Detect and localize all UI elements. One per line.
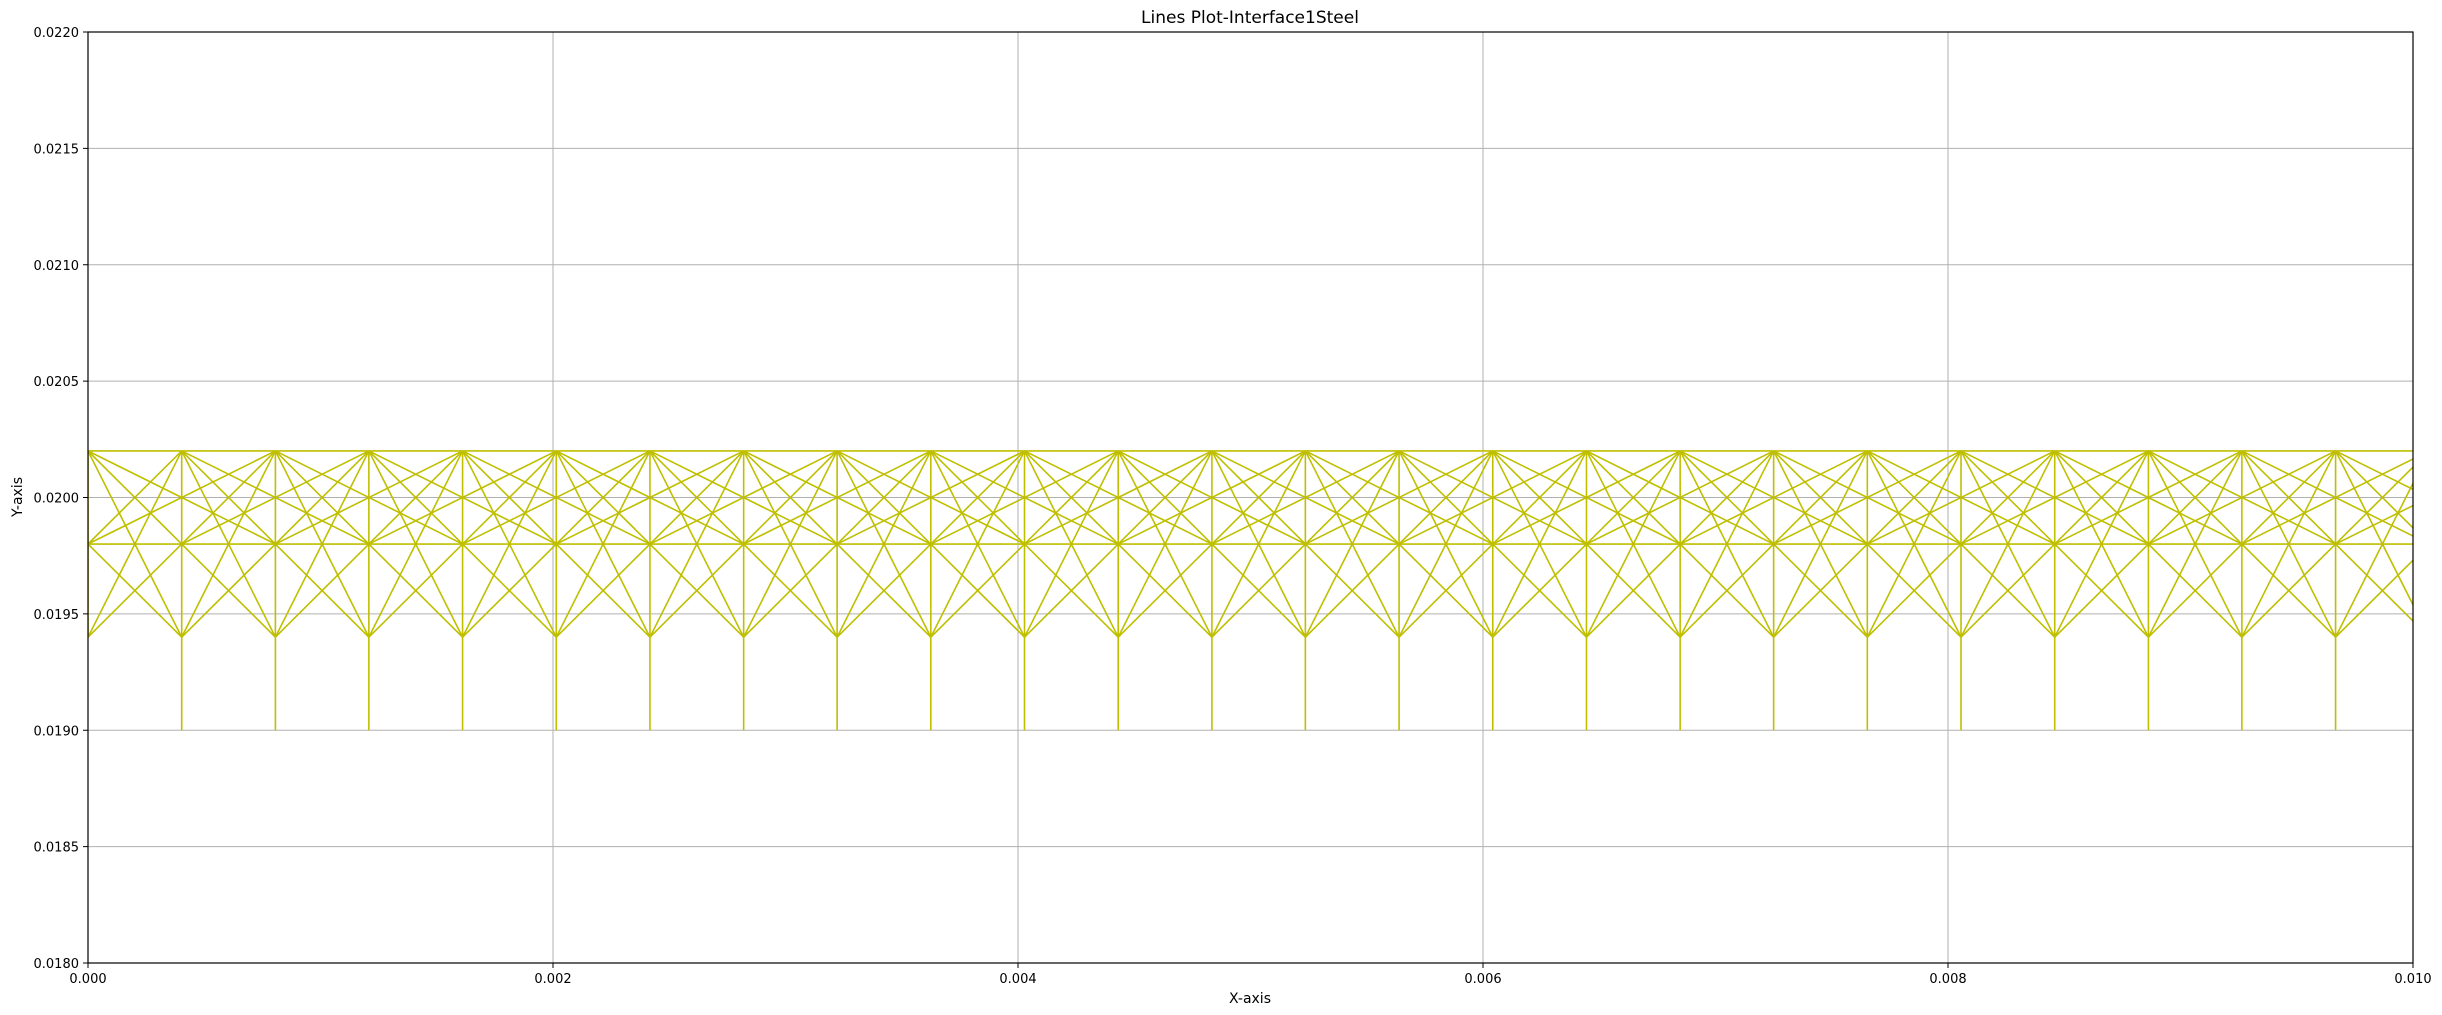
y-axis-label: Y-axis	[10, 477, 26, 518]
truss-segment	[2335, 465, 2413, 545]
y-tick-label: 0.0190	[34, 724, 80, 739]
truss-segment	[742, 450, 838, 638]
truss-segment	[1304, 450, 1400, 545]
truss-segment	[1866, 543, 1962, 638]
truss-segment	[368, 543, 464, 638]
truss-segment	[1211, 543, 1306, 638]
truss-segment	[743, 543, 838, 638]
truss-segment	[1585, 543, 1681, 638]
truss-segment	[555, 450, 651, 638]
truss-segment	[461, 450, 557, 545]
truss-segment	[1211, 450, 1307, 638]
y-tick-label: 0.0215	[34, 142, 80, 157]
truss-segment	[181, 450, 276, 545]
truss-segment	[1023, 450, 1119, 545]
truss-segment	[1492, 543, 1588, 638]
truss-segment	[2335, 559, 2413, 638]
y-tick-label: 0.0185	[34, 841, 80, 856]
truss-segment	[274, 450, 370, 545]
truss-segment	[930, 450, 1026, 545]
grid-lines	[88, 32, 2413, 963]
x-tick-label: 0.000	[69, 972, 106, 987]
truss-segment	[1866, 450, 1962, 638]
truss-segment	[649, 450, 745, 545]
truss-segment	[88, 543, 183, 638]
truss-segment	[1585, 450, 1681, 545]
truss-segment	[2054, 450, 2149, 545]
truss-segment	[2054, 543, 2149, 638]
truss-segment	[2241, 450, 2337, 638]
truss-segment	[1679, 543, 1775, 638]
truss-segment	[1960, 543, 2056, 638]
x-tick-label: 0.004	[999, 972, 1036, 987]
truss-segment	[1211, 450, 1306, 545]
truss-segment	[1023, 450, 1119, 638]
truss-segment	[1398, 543, 1494, 638]
x-tick-label: 0.010	[2394, 972, 2431, 987]
truss-segment	[88, 450, 183, 638]
truss-segment	[836, 450, 932, 545]
truss-segment	[1117, 450, 1213, 545]
truss-segment	[1960, 450, 2056, 545]
truss-segment	[2335, 450, 2413, 491]
truss-segment	[1585, 450, 1681, 638]
truss-segment	[2147, 450, 2243, 638]
truss-segment	[461, 543, 557, 638]
truss-segment	[274, 543, 370, 638]
truss-segment	[2147, 450, 2243, 545]
truss-segment	[1492, 450, 1588, 638]
truss-segment	[461, 450, 557, 638]
y-tick-label: 0.0180	[34, 957, 80, 972]
truss-segment	[743, 450, 838, 545]
truss-segment	[1117, 450, 1213, 638]
truss-segment	[1772, 450, 1869, 638]
truss-segment	[1304, 450, 1400, 638]
truss-segment	[1304, 543, 1400, 638]
truss-segment	[180, 450, 277, 638]
x-tick-label: 0.002	[534, 972, 571, 987]
truss-segment	[1960, 450, 2056, 638]
y-tick-label: 0.0205	[34, 375, 80, 390]
truss-segment	[1866, 450, 1962, 545]
data-lines	[88, 450, 2413, 731]
truss-segment	[836, 450, 932, 638]
x-tick-label: 0.008	[1929, 972, 1966, 987]
y-tick-label: 0.0220	[34, 26, 80, 41]
truss-segment	[1023, 543, 1119, 638]
axis-ticks: 0.000 0.002 0.004 0.006 0.008 0.010 0.0180 0.01…	[34, 26, 2432, 987]
y-tick-label: 0.0195	[34, 608, 80, 623]
truss-segment	[2241, 543, 2337, 638]
truss-segment	[1679, 450, 1775, 638]
truss-segment	[1679, 450, 1775, 545]
truss-segment	[1773, 543, 1868, 638]
truss-segment	[2241, 450, 2337, 545]
truss-segment	[930, 450, 1026, 638]
truss-segment	[1117, 543, 1213, 638]
truss-segment	[1773, 450, 1868, 545]
truss-segment	[274, 450, 370, 638]
y-tick-label: 0.0210	[34, 259, 80, 274]
truss-segment	[555, 543, 651, 638]
truss-segment	[649, 450, 745, 638]
truss-segment	[930, 543, 1026, 638]
x-tick-label: 0.006	[1464, 972, 1501, 987]
truss-segment	[836, 543, 932, 638]
truss-segment	[1398, 450, 1494, 638]
truss-segment	[368, 450, 464, 545]
truss-segment	[368, 450, 464, 638]
truss-segment	[2335, 504, 2413, 545]
truss-segment	[649, 543, 745, 638]
truss-segment	[88, 450, 183, 545]
truss-segment	[2334, 450, 2413, 607]
y-tick-label: 0.0200	[34, 492, 80, 507]
truss-segment	[1398, 450, 1494, 545]
truss-segment	[555, 450, 651, 545]
truss-segment	[1492, 450, 1588, 545]
x-axis-label: X-axis	[1229, 991, 1271, 1007]
truss-segment	[2054, 450, 2150, 638]
truss-segment	[181, 543, 276, 638]
truss-segment	[2147, 543, 2243, 638]
chart-title: Lines Plot-Interface1Steel	[1141, 8, 1359, 28]
